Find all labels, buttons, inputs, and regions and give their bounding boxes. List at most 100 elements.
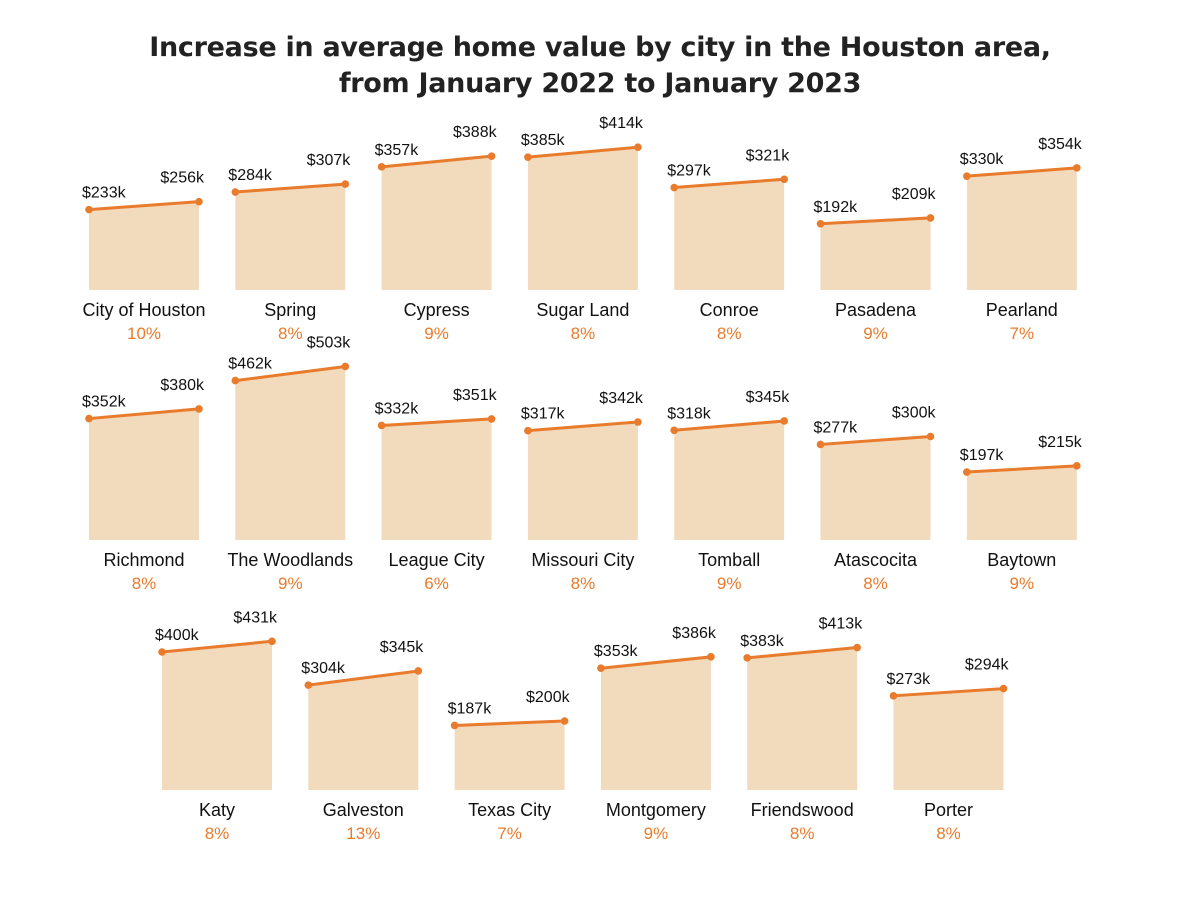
end-point: [926, 214, 935, 222]
city-panel: $317k $342k Missouri City 8%: [521, 390, 644, 593]
end-point: [341, 180, 350, 188]
start-value-label: $353k: [594, 643, 639, 660]
end-point: [707, 653, 715, 661]
end-point: [195, 197, 203, 206]
end-point: [999, 684, 1008, 693]
area-fill: [235, 366, 346, 540]
trend-line: [380, 417, 494, 427]
trend-line: [87, 407, 201, 421]
city-name-label: The Woodlands: [227, 550, 353, 570]
percent-change-label: 8%: [863, 574, 888, 593]
start-value-label: $357k: [375, 142, 420, 159]
end-value-label: $413k: [819, 616, 864, 633]
city-name-label: Sugar Land: [536, 300, 629, 320]
start-value-label: $317k: [521, 406, 566, 423]
end-value-label: $345k: [380, 639, 425, 656]
end-value-label: $354k: [1038, 136, 1083, 153]
end-value-label: $431k: [233, 609, 278, 626]
city-panel: $385k $414k Sugar Land 8%: [521, 115, 644, 343]
area-fill: [674, 179, 785, 290]
city-name-label: Spring: [264, 300, 316, 320]
trend-line: [599, 655, 713, 670]
city-name-label: Pearland: [986, 300, 1058, 320]
start-value-label: $277k: [814, 419, 859, 436]
trend-line: [160, 639, 274, 654]
trend-line: [380, 154, 494, 169]
area-fill: [820, 436, 931, 540]
area-fill: [893, 688, 1004, 790]
start-value-label: $385k: [521, 132, 566, 149]
trend-line: [87, 200, 201, 212]
percent-change-label: 8%: [571, 574, 596, 593]
area-fill: [454, 721, 565, 790]
percent-change-label: 8%: [132, 574, 157, 593]
start-point: [889, 692, 898, 700]
end-value-label: $386k: [672, 625, 717, 642]
area-fill: [527, 422, 638, 540]
end-point: [195, 405, 203, 413]
area-fill: [747, 647, 858, 790]
percent-change-label: 9%: [717, 574, 742, 593]
end-value-label: $345k: [746, 389, 791, 406]
city-name-label: Baytown: [987, 550, 1056, 570]
end-value-label: $414k: [599, 115, 644, 132]
city-panel: $233k $256k City of Houston 10%: [82, 170, 206, 343]
trend-line: [306, 669, 420, 687]
chart-title-line-1: Increase in average home value by city i…: [149, 32, 1051, 63]
percent-change-label: 9%: [424, 324, 449, 343]
start-value-label: $233k: [82, 185, 127, 202]
start-point: [670, 183, 678, 192]
end-point: [1073, 462, 1081, 470]
start-value-label: $462k: [228, 356, 273, 373]
percent-change-label: 8%: [205, 824, 230, 843]
end-point: [634, 143, 642, 151]
percent-change-label: 10%: [127, 324, 161, 343]
city-name-label: Cypress: [404, 300, 470, 320]
city-panel: $192k $209k Pasadena 9%: [814, 186, 937, 343]
end-point: [780, 175, 788, 184]
start-point: [743, 654, 751, 662]
end-value-label: $300k: [892, 405, 937, 422]
start-point: [231, 376, 240, 385]
trend-line: [233, 364, 347, 383]
city-name-label: Texas City: [468, 800, 551, 820]
percent-change-label: 8%: [936, 824, 961, 843]
start-value-label: $318k: [667, 405, 712, 422]
end-value-label: $388k: [453, 124, 498, 141]
end-point: [414, 667, 423, 675]
start-value-label: $330k: [960, 151, 1005, 168]
percent-change-label: 8%: [717, 324, 742, 343]
start-point: [231, 188, 240, 196]
percent-change-label: 7%: [1010, 324, 1035, 343]
start-value-label: $400k: [155, 627, 200, 644]
city-panel: $357k $388k Cypress 9%: [375, 124, 498, 343]
trend-line: [233, 182, 347, 194]
city-name-label: Tomball: [698, 550, 760, 570]
area-fill: [89, 408, 199, 540]
start-value-label: $284k: [228, 167, 273, 184]
city-panel: $273k $294k Porter 8%: [887, 657, 1010, 843]
end-value-label: $351k: [453, 387, 498, 404]
end-point: [853, 643, 861, 652]
start-point: [85, 414, 93, 423]
percent-change-label: 8%: [790, 824, 815, 843]
end-value-label: $307k: [307, 152, 352, 169]
trend-line: [819, 216, 932, 226]
start-point: [816, 440, 825, 449]
end-value-label: $294k: [965, 657, 1010, 674]
city-panel: $332k $351k League City 6%: [375, 387, 498, 593]
end-point: [780, 417, 788, 425]
end-point: [926, 432, 935, 441]
start-point: [816, 219, 825, 228]
trend-line: [453, 719, 567, 727]
end-value-label: $321k: [746, 147, 791, 164]
percent-change-label: 8%: [571, 324, 596, 343]
trend-line: [745, 646, 859, 660]
city-panel: $462k $503k The Woodlands 9%: [227, 334, 353, 593]
start-value-label: $297k: [667, 163, 712, 180]
area-fill: [89, 201, 199, 290]
city-panel: $197k $215k Baytown 9%: [960, 434, 1083, 593]
percent-change-label: 9%: [863, 324, 888, 343]
area-fill: [820, 217, 931, 290]
